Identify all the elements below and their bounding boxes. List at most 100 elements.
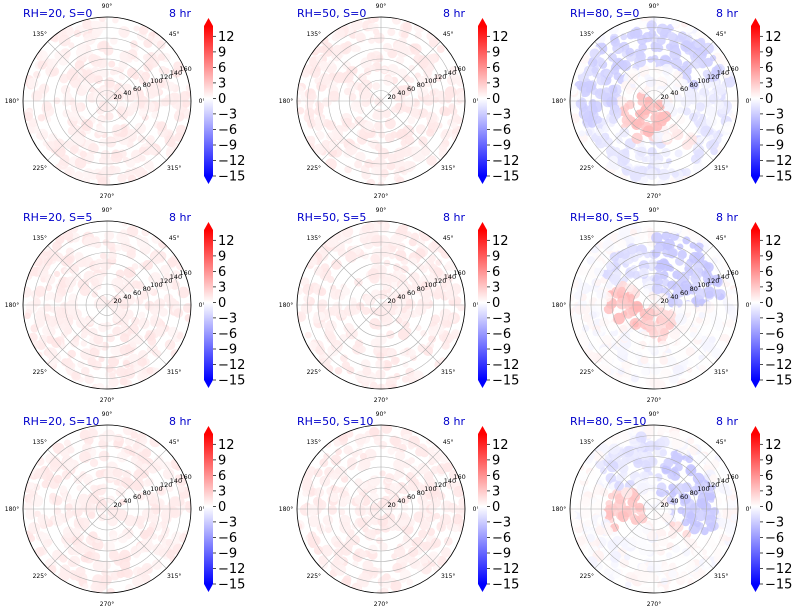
heat-cell <box>613 572 620 579</box>
heat-cell <box>413 370 423 379</box>
heat-cell <box>438 143 447 152</box>
radial-tick-label: 160 <box>453 269 465 277</box>
heat-cell <box>362 560 374 572</box>
colorbar-tick-label: 3 <box>492 76 500 91</box>
angle-tick-label: 270° <box>100 397 114 404</box>
heat-cell <box>645 76 656 88</box>
angle-tick-label: 135° <box>307 439 321 446</box>
heat-cell <box>303 295 311 303</box>
angle-tick-label: 90° <box>102 3 113 10</box>
panel-title: RH=50, S=10 <box>297 415 373 428</box>
heat-cell <box>342 117 352 128</box>
heat-cell <box>328 140 339 151</box>
heat-cell <box>386 330 395 339</box>
heat-cell <box>387 64 399 76</box>
heat-cell <box>705 107 715 117</box>
heat-cell <box>648 496 658 505</box>
heat-cell <box>702 69 711 78</box>
colorbar-tick-label: 0 <box>492 92 500 107</box>
heat-cell <box>139 529 150 540</box>
heat-cell <box>682 168 691 177</box>
heat-cell <box>354 160 363 169</box>
heat-cell <box>382 580 392 589</box>
heat-cell <box>112 66 121 75</box>
heat-cell <box>90 484 98 492</box>
heat-cell <box>710 147 718 156</box>
heat-cell <box>668 373 679 384</box>
heat-cell <box>141 508 154 520</box>
heat-cell <box>100 252 107 260</box>
panel-time-label: 8 hr <box>716 7 738 20</box>
heat-cell <box>97 41 108 52</box>
colorbar-tick-label: 12 <box>492 438 509 453</box>
heat-cell <box>398 281 409 292</box>
heat-cell <box>638 563 647 572</box>
colorbar-tick-label: −6 <box>765 327 784 342</box>
heat-cell <box>33 71 41 79</box>
angular-gridline <box>47 508 108 569</box>
heat-cell <box>100 150 111 160</box>
heat-cell <box>129 102 140 113</box>
angle-tick-label: 315° <box>714 573 728 580</box>
heat-cell <box>573 291 583 300</box>
heat-cell <box>35 468 46 479</box>
heat-cell <box>647 56 654 63</box>
heat-cell <box>441 341 450 350</box>
colorbar-tick-label: −12 <box>765 562 792 577</box>
colorbar-tick-label: −3 <box>765 515 784 530</box>
radial-tick-label: 80 <box>143 81 151 89</box>
heat-cell <box>334 28 345 39</box>
heat-cell <box>665 43 673 51</box>
heat-cell <box>59 73 69 84</box>
heat-cell <box>69 572 78 581</box>
heat-cell <box>98 322 106 330</box>
colorbar-tick-label: 6 <box>218 265 226 280</box>
heat-cell <box>714 322 724 331</box>
heat-cell <box>413 469 422 478</box>
colorbar-tick-label: 6 <box>218 61 226 76</box>
heat-cell <box>62 140 70 148</box>
heat-cell <box>687 269 694 276</box>
angle-tick-label: 135° <box>580 235 594 242</box>
heat-cell <box>451 71 459 79</box>
heat-cell <box>98 450 110 462</box>
heat-cell <box>594 266 604 277</box>
heat-cell <box>665 356 677 368</box>
heat-cell <box>114 434 123 442</box>
radial-tick-label: 80 <box>143 489 151 497</box>
angular-gridline <box>106 508 167 569</box>
angle-tick-label: 90° <box>376 3 387 10</box>
heat-cell <box>28 535 36 542</box>
heat-cell <box>37 50 48 61</box>
heat-cell <box>657 586 665 593</box>
colorbar-tick-label: −9 <box>218 547 237 562</box>
heat-cell <box>141 366 149 375</box>
heat-cell <box>169 507 181 519</box>
heat-cell <box>610 66 620 75</box>
heat-cell <box>108 550 120 561</box>
heat-cell <box>608 443 620 455</box>
colorbar-extend-low <box>478 584 487 592</box>
heat-cell <box>418 529 428 539</box>
heat-cell <box>629 513 638 522</box>
heat-cell <box>730 513 738 522</box>
heat-cell <box>603 482 610 489</box>
heat-cell <box>116 108 123 115</box>
heat-cell <box>302 283 314 296</box>
heat-cell <box>339 521 352 534</box>
heat-cell <box>313 143 325 155</box>
angular-gridline <box>380 41 441 102</box>
polar-frame <box>22 16 192 186</box>
angular-gridline <box>47 245 108 306</box>
radial-tick-label: 160 <box>726 473 738 481</box>
heat-cell <box>402 361 409 368</box>
heat-cell <box>649 377 661 388</box>
heat-cell <box>101 560 111 570</box>
heat-cell <box>602 334 612 345</box>
colorbar-tick-label: −9 <box>492 139 511 154</box>
heat-cell <box>572 320 583 331</box>
heat-cell <box>595 128 604 137</box>
angle-tick-label: 225° <box>33 369 47 376</box>
radial-tick-label: 80 <box>690 489 698 497</box>
